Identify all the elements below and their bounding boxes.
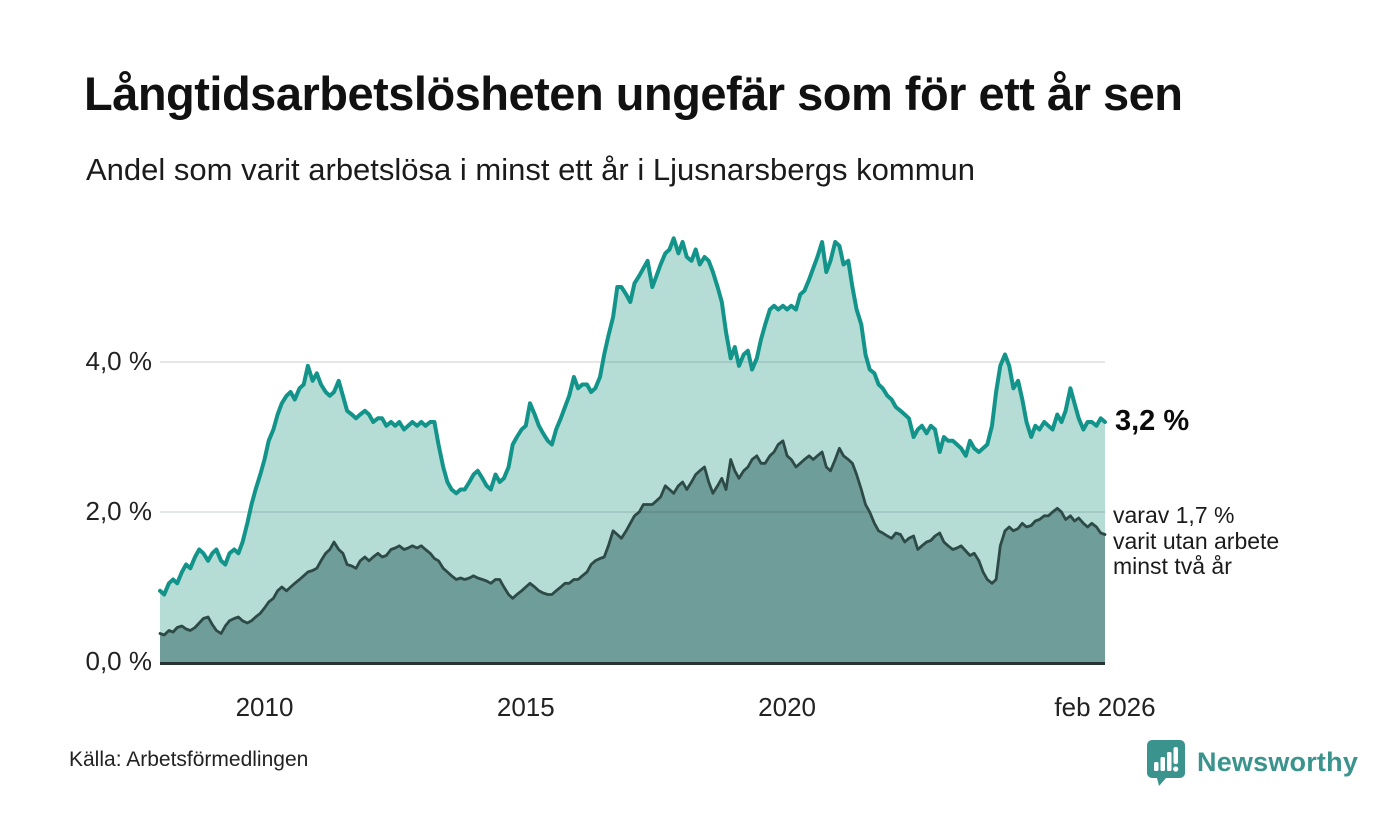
secondary-annotation: varav 1,7 % varit utan arbete minst två …: [1113, 502, 1280, 580]
end-value-label: 3,2 %: [1115, 405, 1190, 437]
newsworthy-logo-text: Newsworthy: [1197, 746, 1359, 777]
y-axis-label: 0,0 %: [85, 645, 153, 676]
secondary-annotation-line: minst två år: [1113, 553, 1232, 579]
secondary-annotation-line: varit utan arbete: [1113, 527, 1280, 554]
x-axis-label: feb 2026: [1054, 692, 1156, 722]
chart-title: Långtidsarbetslösheten ungefär som för e…: [84, 67, 1183, 120]
x-axis-label: 2020: [758, 692, 817, 722]
newsworthy-bar-chart-bubble-icon: [1145, 738, 1187, 786]
y-axis-label: 2,0 %: [85, 495, 153, 526]
source-note: Källa: Arbetsförmedlingen: [69, 748, 309, 771]
y-axis-label: 4,0 %: [85, 345, 153, 376]
x-axis-label: 2015: [496, 692, 555, 722]
x-axis-label: 2010: [235, 692, 294, 722]
newsworthy-logo: Newsworthy: [1145, 738, 1358, 786]
secondary-annotation-line: varav 1,7 %: [1113, 502, 1235, 528]
chart-subtitle: Andel som varit arbetslösa i minst ett å…: [86, 152, 976, 187]
